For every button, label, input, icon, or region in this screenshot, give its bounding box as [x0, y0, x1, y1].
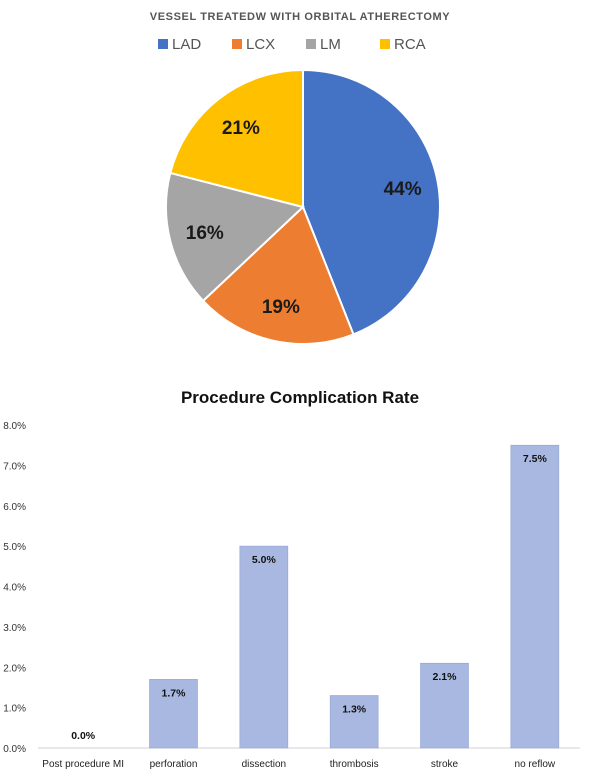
bar-title: Procedure Complication Rate [181, 388, 419, 407]
y-tick-label: 7.0% [3, 461, 26, 472]
legend-label-lad: LAD [172, 36, 201, 53]
legend-swatch-lcx [232, 39, 242, 49]
x-category-label-post-procedure-mi: Post procedure MI [42, 759, 124, 770]
bar-value-label-stroke: 2.1% [433, 671, 458, 683]
legend-label-lcx: LCX [246, 36, 275, 53]
bar-value-label-thrombosis: 1.3% [342, 704, 367, 716]
bar-value-label-post-procedure-mi: 0.0% [71, 730, 96, 742]
bar-perforation [149, 679, 198, 749]
bar-thrombosis [329, 695, 379, 749]
legend-label-rca: RCA [394, 36, 426, 53]
x-axis-categories: Post procedure MI perforation dissection th… [42, 759, 556, 770]
x-category-label-dissection: dissection [242, 759, 286, 770]
y-tick-label: 8.0% [3, 421, 26, 432]
bar-dissection [239, 545, 289, 749]
y-tick-label: 4.0% [3, 583, 26, 594]
bar-value-label-dissection: 5.0% [252, 554, 277, 566]
pie-slice-label-lm: 16% [186, 223, 224, 244]
x-category-label-perforation: perforation [150, 759, 198, 770]
pie-slice-label-lad: 44% [384, 179, 422, 200]
bars [149, 444, 560, 749]
pie-chart: VESSEL TREATEDW WITH ORBITAL ATHERECTOMY… [150, 11, 450, 345]
y-tick-label: 5.0% [3, 542, 26, 553]
x-category-label-stroke: stroke [431, 759, 459, 770]
y-tick-label: 0.0% [3, 744, 26, 755]
bar-value-label-perforation: 1.7% [162, 687, 187, 699]
legend-label-lm: LM [320, 36, 341, 53]
pie-slice-label-rca: 21% [222, 118, 260, 139]
pie-slice-label-lcx: 19% [262, 297, 300, 318]
bar-stroke [420, 662, 469, 749]
legend-swatch-rca [380, 39, 390, 49]
bar-no-reflow [510, 444, 560, 749]
pie-slice-lad [302, 68, 441, 336]
pie-slice-lcx [201, 205, 355, 345]
y-tick-label: 6.0% [3, 502, 26, 513]
legend-swatch-lad [158, 39, 168, 49]
bar-value-label-no-reflow: 7.5% [523, 453, 548, 465]
pie-slice-rca [169, 68, 304, 209]
legend-swatch-lm [306, 39, 316, 49]
bar-chart: Procedure Complication Rate 0.0% 1.0% 2.0%… [3, 388, 580, 770]
y-axis-ticks: 0.0% 1.0% 2.0% 3.0% 4.0% 5.0% 6.0% 7.0% 8.0% [3, 421, 26, 755]
bar-data-labels: 0.0% 1.7% 5.0% 1.3% 2.1% 7.5% [71, 453, 547, 742]
y-tick-label: 1.0% [3, 704, 26, 715]
pie-legend: LAD LCX LM RCA [158, 36, 426, 53]
x-category-label-no-reflow: no reflow [515, 759, 556, 770]
x-category-label-thrombosis: thrombosis [330, 759, 379, 770]
pie-slices [165, 68, 441, 345]
pie-slice-lm [165, 171, 306, 303]
y-tick-label: 3.0% [3, 623, 26, 634]
y-tick-label: 2.0% [3, 663, 26, 674]
pie-labels: 44% 19% 16% 21% [186, 118, 422, 318]
pie-title: VESSEL TREATEDW WITH ORBITAL ATHERECTOMY [150, 11, 450, 23]
